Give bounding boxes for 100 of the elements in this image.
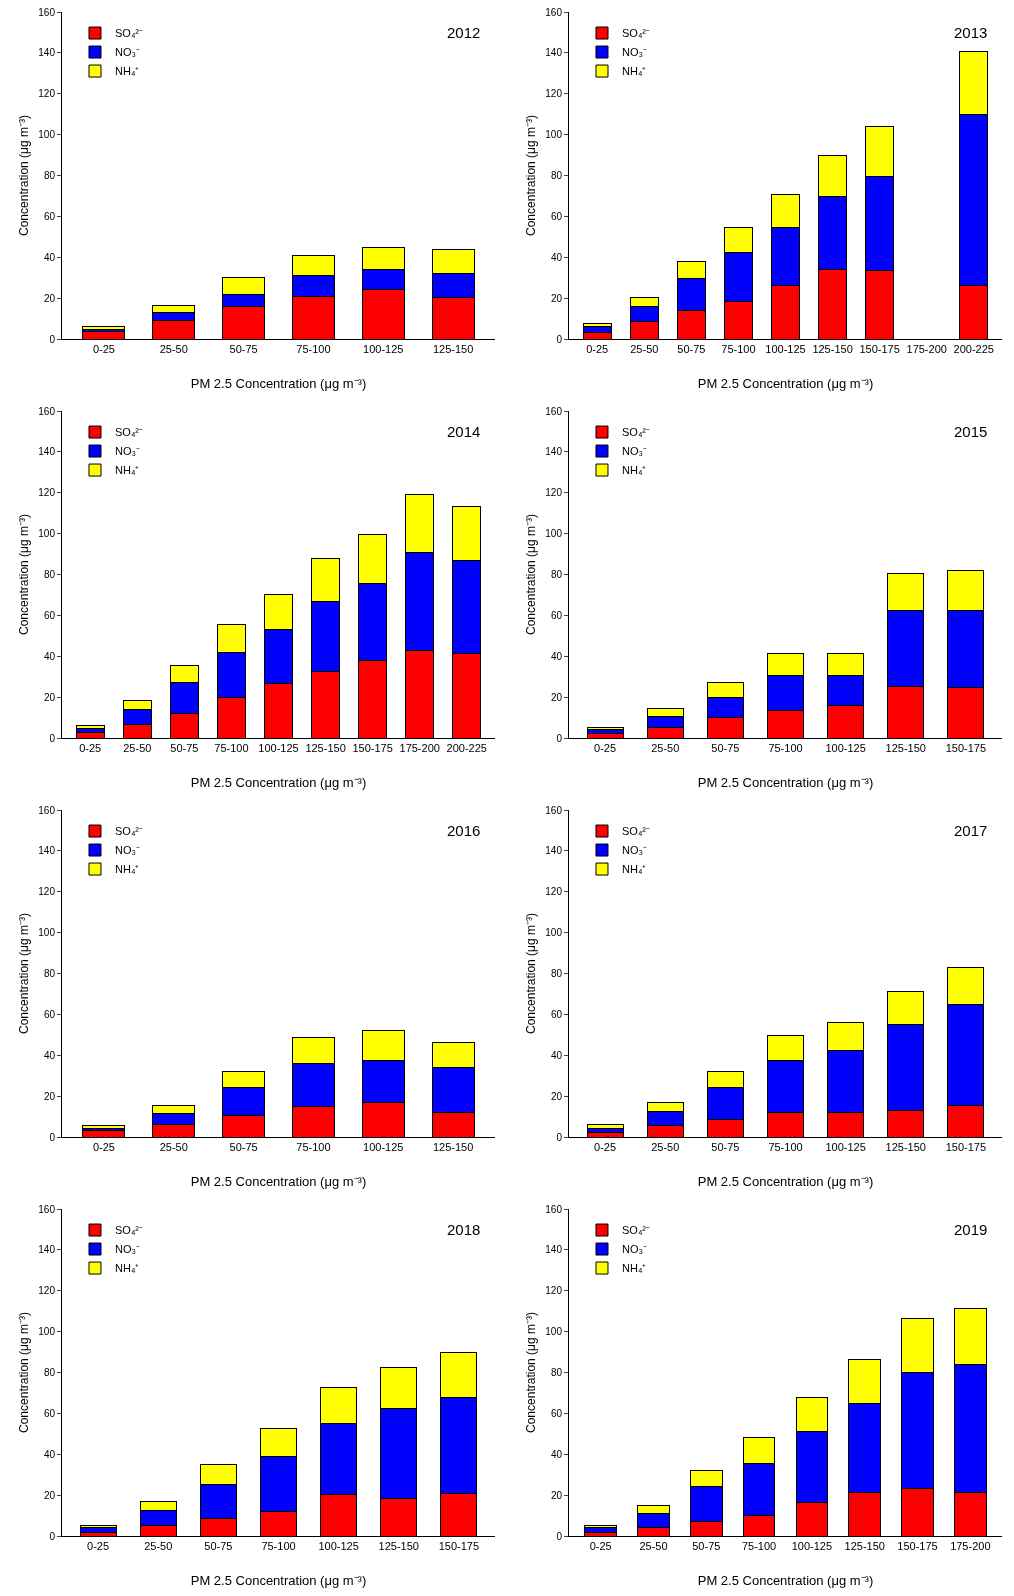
x-tick-label: 125-150 xyxy=(844,1540,885,1553)
y-tick-label: 100 xyxy=(38,528,56,540)
x-tick-label: 150-175 xyxy=(352,742,393,755)
x-tick-label: 175-200 xyxy=(399,742,440,755)
y-tick-label: 20 xyxy=(43,691,56,703)
y-tick-label: 40 xyxy=(550,1049,563,1061)
x-tick-label: 25-50 xyxy=(123,742,152,755)
y-tick-label: 0 xyxy=(49,1530,56,1542)
y-tick-label: 140 xyxy=(38,446,56,458)
y-tick-label: 120 xyxy=(38,1285,56,1297)
y-tick-label: 140 xyxy=(38,47,56,59)
annotation: 2012 xyxy=(447,24,481,41)
legend-label: SO₄²⁻ xyxy=(621,426,651,439)
x-tick-label: 125-150 xyxy=(885,742,926,755)
y-tick-label: 20 xyxy=(43,292,56,304)
x-tick-label: 0-25 xyxy=(87,1540,110,1553)
x-tick-label: 150-175 xyxy=(438,1540,480,1553)
x-tick-label: 25-50 xyxy=(630,343,659,356)
x-tick-label: 150-175 xyxy=(897,1540,938,1553)
y-axis-title: Concentration (μg m⁻³) xyxy=(524,1312,538,1433)
y-tick-label: 160 xyxy=(545,1203,563,1215)
y-tick-label: 0 xyxy=(49,1131,56,1143)
x-tick-label: 50-75 xyxy=(204,1540,233,1553)
x-axis-title: PM 2.5 Concentration (μg m⁻³) xyxy=(697,775,874,790)
legend-label: NO₃⁻ xyxy=(114,445,140,458)
y-tick-label: 20 xyxy=(550,691,563,703)
x-tick-label: 25-50 xyxy=(651,742,680,755)
x-tick-label: 75-100 xyxy=(261,1540,296,1553)
y-tick-label: 140 xyxy=(38,1244,56,1256)
y-tick-label: 60 xyxy=(550,210,563,222)
y-tick-label: 120 xyxy=(545,1285,563,1297)
x-tick-label: 150-175 xyxy=(859,343,900,356)
x-tick-label: 0-25 xyxy=(594,1141,617,1154)
bar xyxy=(586,1128,624,1134)
y-tick-label: 160 xyxy=(38,804,56,816)
x-tick-label: 125-150 xyxy=(885,1141,926,1154)
bar xyxy=(586,1124,624,1130)
x-tick-label: 50-75 xyxy=(677,343,706,356)
y-tick-label: 60 xyxy=(43,1407,56,1419)
x-tick-label: 150-175 xyxy=(945,742,987,755)
bar xyxy=(586,727,624,731)
y-tick-label: 80 xyxy=(43,569,56,580)
x-tick-label: 125-150 xyxy=(432,1141,474,1154)
y-tick-label: 120 xyxy=(545,88,563,100)
x-tick-label: 75-100 xyxy=(721,343,756,356)
legend-label: NO₃⁻ xyxy=(621,844,647,857)
x-tick-label: 75-100 xyxy=(768,1141,803,1154)
y-tick-label: 140 xyxy=(545,1244,563,1256)
x-axis-title: PM 2.5 Concentration (μg m⁻³) xyxy=(190,1573,367,1588)
y-axis-title: Concentration (μg m⁻³) xyxy=(524,514,538,635)
y-tick-label: 40 xyxy=(43,1448,56,1460)
y-tick-label: 140 xyxy=(545,47,563,59)
x-tick-label: 100-125 xyxy=(363,1141,404,1154)
y-tick-label: 160 xyxy=(545,804,563,816)
y-tick-label: 120 xyxy=(38,487,56,499)
legend-label: NH₄⁺ xyxy=(621,65,647,78)
legend-label: NH₄⁺ xyxy=(621,1262,647,1275)
y-tick-label: 80 xyxy=(43,968,56,979)
y-tick-label: 40 xyxy=(43,650,56,662)
legend-label: SO₄²⁻ xyxy=(114,1224,144,1237)
y-tick-label: 60 xyxy=(43,1008,56,1020)
y-tick-label: 0 xyxy=(49,732,56,744)
x-tick-label: 25-50 xyxy=(639,1540,668,1553)
y-axis-title: Concentration (μg m⁻³) xyxy=(17,913,31,1034)
legend-label: NH₄⁺ xyxy=(114,863,140,876)
y-tick-label: 120 xyxy=(38,88,56,100)
annotation: 2017 xyxy=(954,822,988,839)
y-tick-label: 140 xyxy=(545,845,563,857)
y-tick-label: 80 xyxy=(550,170,563,181)
x-tick-label: 150-175 xyxy=(945,1141,987,1154)
annotation: 2014 xyxy=(447,423,481,440)
y-tick-label: 160 xyxy=(38,1203,56,1215)
x-tick-label: 0-25 xyxy=(92,1141,115,1154)
y-tick-label: 100 xyxy=(545,129,563,141)
legend-label: NO₃⁻ xyxy=(621,445,647,458)
legend-label: NO₃⁻ xyxy=(114,46,140,59)
x-axis-title: PM 2.5 Concentration (μg m⁻³) xyxy=(190,775,367,790)
x-tick-label: 75-100 xyxy=(741,1540,777,1553)
y-tick-label: 40 xyxy=(43,251,56,263)
y-tick-label: 80 xyxy=(550,1367,563,1378)
x-axis-title: PM 2.5 Concentration (μg m⁻³) xyxy=(697,1174,874,1189)
y-tick-label: 20 xyxy=(43,1090,56,1102)
y-tick-label: 60 xyxy=(43,609,56,621)
bar xyxy=(75,725,105,730)
x-tick-label: 125-150 xyxy=(305,742,346,755)
y-tick-label: 100 xyxy=(545,528,563,540)
annotation: 2019 xyxy=(954,1221,988,1238)
y-tick-label: 60 xyxy=(550,1008,563,1020)
y-tick-label: 60 xyxy=(550,1407,563,1419)
x-tick-label: 175-200 xyxy=(950,1540,991,1553)
x-tick-label: 200-225 xyxy=(446,742,487,755)
y-tick-label: 120 xyxy=(38,886,56,898)
y-tick-label: 20 xyxy=(43,1489,56,1501)
y-axis-title: Concentration (μg m⁻³) xyxy=(17,115,31,236)
x-axis-title: PM 2.5 Concentration (μg m⁻³) xyxy=(697,376,874,391)
legend-label: NH₄⁺ xyxy=(621,863,647,876)
bar xyxy=(79,1527,117,1534)
y-tick-label: 160 xyxy=(38,6,56,18)
y-tick-label: 120 xyxy=(545,487,563,499)
legend-label: SO₄²⁻ xyxy=(114,426,144,439)
